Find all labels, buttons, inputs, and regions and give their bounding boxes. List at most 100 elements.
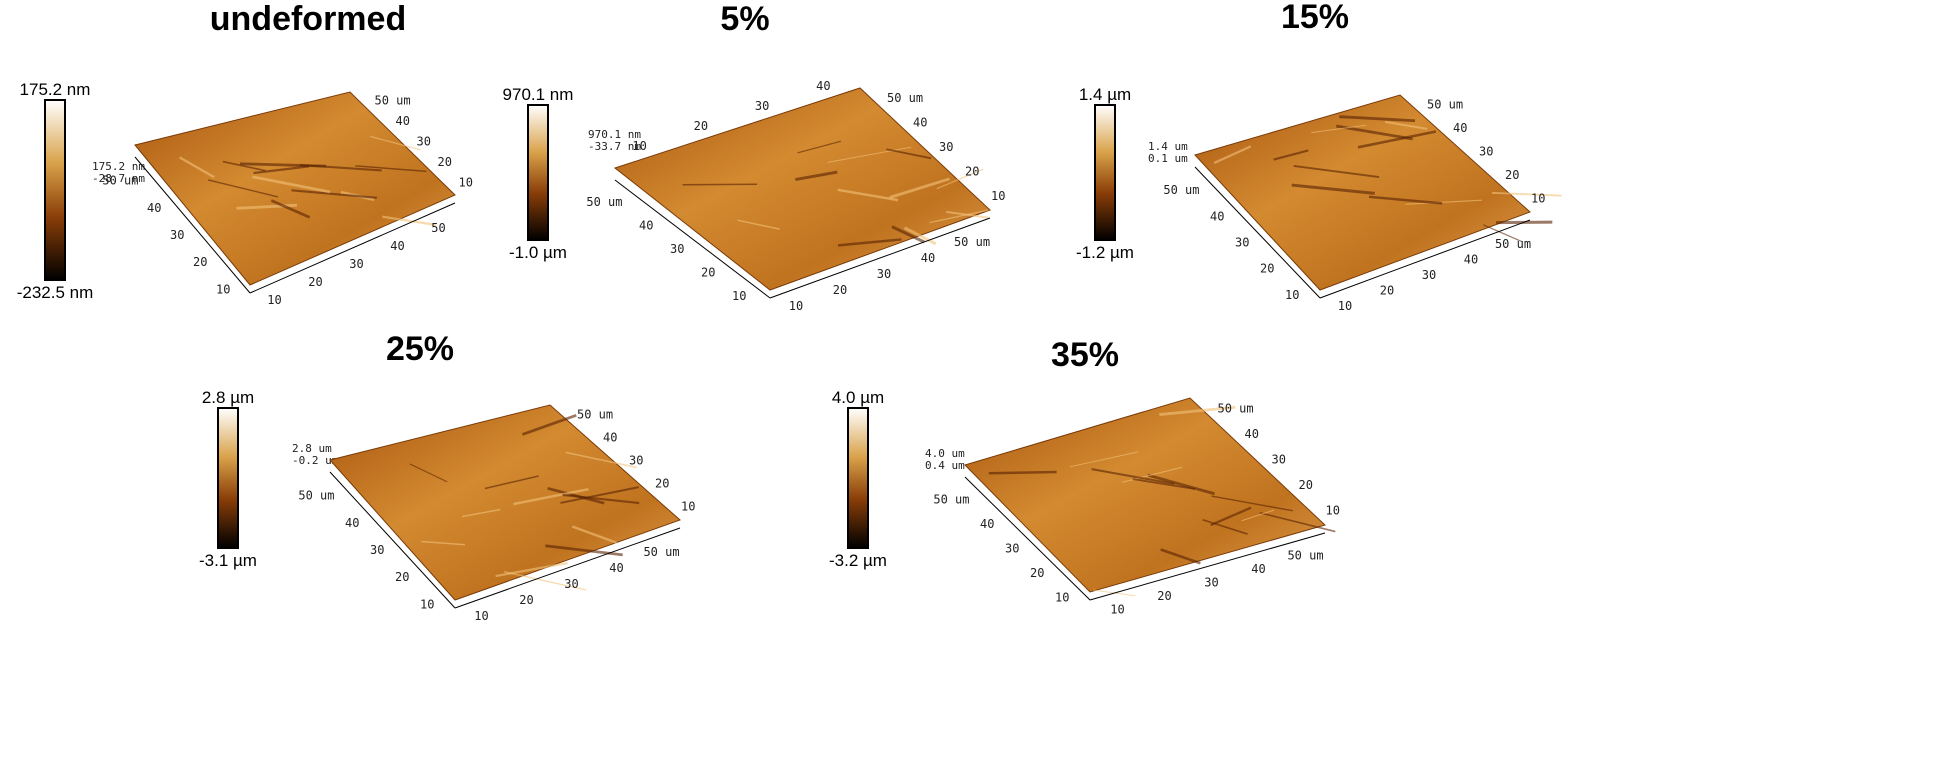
surface-feature — [270, 199, 311, 219]
axis-tick-label: 50 um — [375, 93, 411, 107]
axis-tick-label: 20 — [193, 255, 207, 269]
axis-tick-label: 40 — [609, 561, 623, 575]
z-label: 970.1 nm — [588, 128, 641, 141]
axis-tick-label: 10 — [420, 597, 434, 611]
z-label: -28.7 nm — [92, 172, 145, 185]
surface-feature — [355, 165, 427, 173]
surface-feature — [409, 463, 448, 483]
colorbar-max: 970.1 nm — [503, 85, 574, 104]
axis-tick-label: 50 um — [954, 235, 990, 249]
axis-tick-label: 20 — [1260, 262, 1274, 276]
axis-tick-label: 30 — [877, 267, 891, 281]
axis-tick-label: 10 — [1326, 503, 1340, 517]
afm-panel: 35% 4.0 µm -3.2 µm 4.0 um0.4 um 50 um 40 30 20 1… — [829, 336, 1340, 616]
axis-tick-label: 20 — [655, 477, 669, 491]
axis-line — [1194, 166, 1321, 299]
surface-feature — [382, 215, 437, 227]
surface-feature — [1210, 506, 1252, 527]
axis-tick-label: 50 um — [102, 174, 138, 188]
axis-tick-label: 40 — [147, 201, 161, 215]
axis-tick-label: 10 — [267, 293, 281, 307]
axis-tick-label: 50 um — [1163, 183, 1199, 197]
axis-tick-label: 40 — [921, 251, 935, 265]
axis-tick-label: 20 — [308, 275, 322, 289]
panel-title: 15% — [1281, 0, 1349, 36]
axis-tick-label: 10 — [216, 282, 230, 296]
surface-feature — [1483, 224, 1523, 243]
axis-tick-label: 10 — [1285, 288, 1299, 302]
axis-tick-label: 20 — [395, 570, 409, 584]
surface-feature — [1291, 183, 1375, 195]
axis-tick-label: 20 — [519, 593, 533, 607]
axis-tick-label: 40 — [980, 517, 994, 531]
axis-tick-label: 50 um — [1427, 98, 1463, 112]
surface-feature — [1339, 115, 1416, 123]
surface-feature — [936, 168, 984, 190]
z-label: 0.1 um — [1148, 152, 1188, 165]
axis-tick-label: 50 um — [887, 91, 923, 105]
surface-feature — [299, 164, 382, 172]
surface-feature — [737, 219, 780, 230]
surface-feature — [827, 146, 912, 163]
axis-tick-label: 10 — [789, 299, 803, 313]
axis-tick-label: 10 — [732, 289, 746, 303]
surface-feature — [795, 170, 838, 182]
axis-tick-label: 50 um — [577, 408, 613, 422]
axis-tick-label: 10 — [1110, 602, 1124, 616]
z-label: -0.2 um — [292, 454, 339, 467]
surface-feature — [562, 493, 640, 505]
axis-line — [769, 217, 991, 299]
colorbar-min: -1.2 µm — [1076, 243, 1134, 262]
axis-line — [964, 476, 1091, 601]
axis-line — [1089, 532, 1326, 601]
axis-tick-label: 30 — [939, 140, 953, 154]
z-label: 4.0 um — [925, 447, 965, 460]
axis-tick-label: 20 — [965, 164, 979, 178]
afm-panel: 15% 1.4 µm -1.2 µm 1.4 um0.1 um 50 um 40 30 20 1… — [1076, 0, 1562, 313]
axis-tick-label: 40 — [345, 516, 359, 530]
axis-tick-label: 30 — [349, 257, 363, 271]
surface-feature — [1335, 124, 1413, 141]
axis-tick-label: 30 — [670, 242, 684, 256]
surface-feature — [1211, 495, 1293, 512]
surface-feature — [421, 540, 465, 546]
axis-tick-label: 30 — [1235, 236, 1249, 250]
axis-tick-label: 20 — [1380, 284, 1394, 298]
surface-feature — [503, 571, 587, 591]
surface — [329, 404, 681, 601]
afm-panel: 25% 2.8 µm -3.1 µm 2.8 um-0.2 um 50 um 40 30 20… — [199, 330, 695, 623]
axis-tick-label: 10 — [681, 500, 695, 514]
colorbar-max: 175.2 nm — [20, 80, 91, 99]
axis-tick-label: 30 — [755, 99, 769, 113]
axis-tick-label: 40 — [1464, 252, 1478, 266]
z-label: 175.2 nm — [92, 160, 145, 173]
axis-tick-label: 50 um — [1287, 549, 1323, 563]
surface-feature — [252, 175, 331, 194]
axis-tick-label: 50 um — [1218, 402, 1254, 416]
surface-feature — [1069, 451, 1139, 468]
colorbar-max: 1.4 µm — [1079, 85, 1131, 104]
z-label: 2.8 um — [292, 442, 332, 455]
axis-tick-label: 40 — [1245, 427, 1259, 441]
surface — [134, 91, 456, 286]
surface-feature — [571, 525, 618, 544]
axis-tick-label: 30 — [1204, 576, 1218, 590]
axis-tick-label: 50 um — [1495, 237, 1531, 251]
axis-tick-label: 20 — [1299, 478, 1313, 492]
panel-title: undeformed — [210, 0, 406, 38]
surface-feature — [207, 179, 279, 198]
surface-feature — [370, 135, 421, 151]
axis-tick-label: 40 — [1251, 562, 1265, 576]
colorbar — [1094, 104, 1116, 241]
surface-feature — [988, 470, 1057, 475]
surface-feature — [903, 226, 937, 246]
surface-feature — [484, 475, 539, 490]
axis-tick-label: 50 um — [298, 489, 334, 503]
surface-feature — [461, 508, 501, 518]
colorbar-min: -1.0 µm — [509, 243, 567, 262]
colorbar-min: -3.2 µm — [829, 551, 887, 570]
surface-feature — [837, 188, 899, 202]
axis-tick-label: 30 — [564, 577, 578, 591]
axis-tick-label: 10 — [1055, 591, 1069, 605]
